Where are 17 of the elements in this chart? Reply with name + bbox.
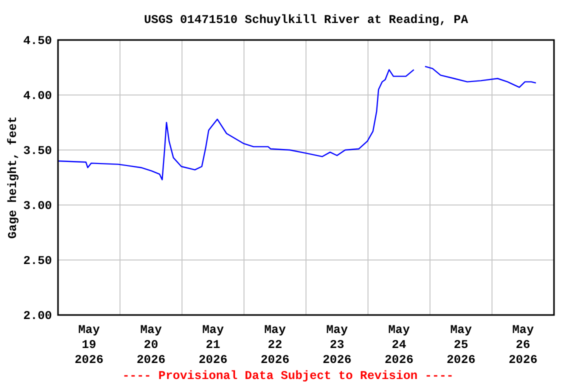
chart-title: USGS 01471510 Schuylkill River at Reading, PA [144, 13, 469, 27]
y-tick-label: 4.00 [23, 89, 52, 104]
x-tick-label: May 21 2026 [198, 323, 228, 367]
y-axis-title: Gage height, feet [6, 116, 20, 239]
x-tick-label: May 20 2026 [136, 323, 166, 367]
x-tick-label: May 19 2026 [74, 323, 104, 367]
y-tick-label: 3.50 [23, 144, 52, 158]
x-tick-label: May 26 2026 [508, 323, 538, 367]
y-tick-label: 4.50 [23, 34, 52, 48]
x-tick-label: May 22 2026 [260, 323, 290, 367]
x-tick-label: May 23 2026 [322, 323, 352, 367]
y-tick-label: 2.00 [23, 309, 52, 324]
text: ---- Provisional Data Subject to Revision ---- [122, 369, 454, 383]
y-tick-label: 3.00 [23, 199, 52, 214]
y-tick-label: 2.50 [23, 254, 52, 268]
x-tick-label: May 25 2026 [446, 323, 476, 367]
x-tick-label: May 24 2026 [384, 323, 414, 367]
